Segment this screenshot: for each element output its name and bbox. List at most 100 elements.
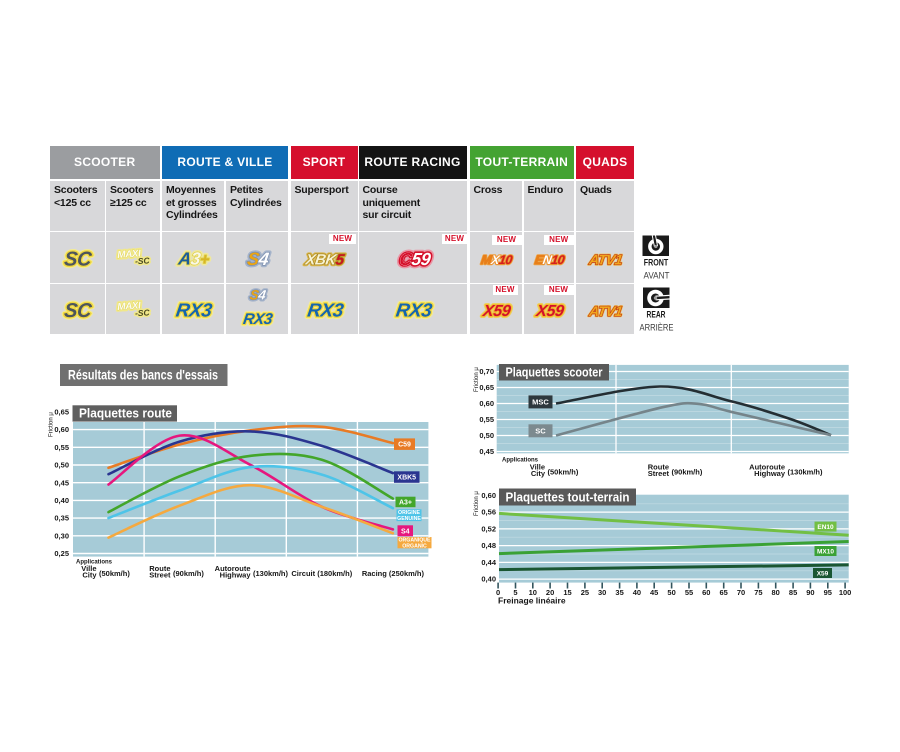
- svg-text:S4: S4: [401, 528, 410, 535]
- svg-text:45: 45: [650, 588, 658, 597]
- svg-text:SC: SC: [63, 248, 93, 270]
- svg-text:0,56: 0,56: [481, 508, 496, 517]
- svg-text:SC: SC: [63, 300, 93, 322]
- svg-text:70: 70: [737, 588, 745, 597]
- svg-text:Highway: Highway: [220, 571, 252, 580]
- svg-text:15: 15: [563, 588, 571, 597]
- svg-text:Route: Route: [648, 463, 669, 472]
- svg-text:EN10: EN10: [534, 253, 566, 267]
- svg-text:A3+: A3+: [176, 248, 211, 268]
- svg-text:(90km/h): (90km/h): [173, 569, 204, 578]
- svg-text:0,55: 0,55: [54, 443, 69, 452]
- svg-text:0: 0: [496, 588, 500, 597]
- svg-text:Friction μ: Friction μ: [474, 491, 480, 516]
- svg-text:Racing (250km/h): Racing (250km/h): [362, 569, 425, 578]
- svg-text:0,30: 0,30: [54, 531, 69, 540]
- svg-text:C59: C59: [398, 249, 432, 269]
- svg-text:REAR: REAR: [647, 310, 666, 321]
- svg-text:0,52: 0,52: [481, 525, 496, 534]
- svg-text:X59: X59: [534, 302, 565, 320]
- svg-text:0,70: 0,70: [479, 367, 494, 376]
- svg-text:(50km/h): (50km/h): [548, 468, 579, 477]
- svg-text:50: 50: [667, 588, 675, 597]
- svg-text:Friction μ: Friction μ: [49, 412, 55, 437]
- svg-text:Résultats des bancs d'essais: Résultats des bancs d'essais: [68, 367, 218, 383]
- svg-text:Ville: Ville: [530, 463, 545, 472]
- svg-text:ORGANIC: ORGANIC: [402, 543, 427, 549]
- svg-text:0,60: 0,60: [54, 425, 69, 434]
- svg-text:RX3: RX3: [306, 301, 345, 322]
- svg-text:Route: Route: [149, 564, 170, 573]
- svg-text:75: 75: [754, 588, 762, 597]
- svg-text:MX10: MX10: [480, 253, 513, 267]
- svg-text:60: 60: [702, 588, 710, 597]
- svg-text:0,50: 0,50: [479, 431, 494, 440]
- svg-text:EN10: EN10: [817, 524, 834, 531]
- svg-text:MAXI: MAXI: [117, 248, 141, 261]
- svg-text:City: City: [531, 469, 546, 478]
- svg-text:ORGANIQUE: ORGANIQUE: [399, 538, 432, 544]
- svg-text:MAXI: MAXI: [117, 300, 141, 313]
- svg-text:0,45: 0,45: [54, 478, 69, 487]
- svg-text:GENUINE: GENUINE: [397, 516, 421, 522]
- svg-text:Ville: Ville: [81, 564, 96, 573]
- svg-text:RX3: RX3: [394, 301, 433, 322]
- svg-text:0,55: 0,55: [479, 415, 494, 424]
- svg-text:30: 30: [598, 588, 606, 597]
- svg-text:100: 100: [839, 588, 852, 597]
- svg-text:85: 85: [789, 588, 797, 597]
- svg-text:Plaquettes scooter: Plaquettes scooter: [506, 366, 603, 380]
- svg-text:35: 35: [615, 588, 623, 597]
- svg-text:XBK5: XBK5: [303, 251, 345, 268]
- svg-text:X59: X59: [480, 302, 511, 320]
- svg-text:Friction μ: Friction μ: [474, 367, 480, 392]
- svg-text:SC: SC: [63, 248, 93, 270]
- svg-text:AVANT: AVANT: [644, 271, 670, 282]
- svg-text:RX3: RX3: [175, 301, 214, 322]
- svg-text:(130km/h): (130km/h): [788, 468, 824, 477]
- svg-text:-SC: -SC: [135, 307, 151, 318]
- svg-text:80: 80: [772, 588, 780, 597]
- svg-text:C59: C59: [398, 249, 432, 269]
- svg-text:RX3: RX3: [242, 311, 274, 328]
- svg-text:90: 90: [806, 588, 814, 597]
- svg-text:ATV1: ATV1: [587, 251, 624, 267]
- svg-text:RX3: RX3: [394, 301, 433, 322]
- svg-text:0,25: 0,25: [54, 549, 69, 558]
- svg-text:0,44: 0,44: [481, 558, 496, 567]
- svg-text:City: City: [82, 571, 97, 580]
- svg-text:0,60: 0,60: [481, 491, 496, 500]
- svg-text:Applications: Applications: [502, 458, 539, 464]
- svg-text:(50km/h): (50km/h): [99, 569, 130, 578]
- svg-text:RX3: RX3: [175, 301, 214, 322]
- svg-text:Circuit (180km/h): Circuit (180km/h): [291, 569, 352, 578]
- svg-text:X59: X59: [480, 302, 511, 320]
- svg-text:S4: S4: [249, 288, 268, 303]
- svg-text:0,50: 0,50: [54, 461, 69, 470]
- svg-text:(130km/h): (130km/h): [253, 569, 289, 578]
- svg-text:XBK5: XBK5: [397, 475, 416, 482]
- svg-text:0,45: 0,45: [479, 447, 494, 456]
- svg-text:S4: S4: [246, 249, 270, 269]
- svg-text:55: 55: [685, 588, 693, 597]
- svg-text:25: 25: [581, 588, 589, 597]
- svg-text:Street: Street: [149, 571, 171, 580]
- svg-text:0,48: 0,48: [481, 541, 496, 550]
- svg-text:C59: C59: [398, 249, 432, 269]
- svg-text:5: 5: [513, 588, 517, 597]
- svg-text:-SC: -SC: [135, 307, 151, 318]
- svg-text:0,40: 0,40: [54, 496, 69, 505]
- svg-text:95: 95: [824, 588, 832, 597]
- svg-text:Autoroute: Autoroute: [749, 463, 785, 472]
- svg-text:Street: Street: [648, 469, 670, 478]
- svg-text:MX10: MX10: [480, 253, 513, 267]
- svg-text:Freinage linéaire: Freinage linéaire: [498, 596, 566, 606]
- svg-text:20: 20: [546, 588, 554, 597]
- svg-text:RX3: RX3: [306, 301, 345, 322]
- svg-text:65: 65: [720, 588, 728, 597]
- svg-text:ARRIÈRE: ARRIÈRE: [640, 323, 674, 334]
- svg-text:SC: SC: [63, 300, 93, 322]
- svg-text:-SC: -SC: [135, 255, 151, 266]
- svg-text:0,65: 0,65: [479, 383, 494, 392]
- svg-text:Plaquettes tout-terrain: Plaquettes tout-terrain: [506, 490, 630, 504]
